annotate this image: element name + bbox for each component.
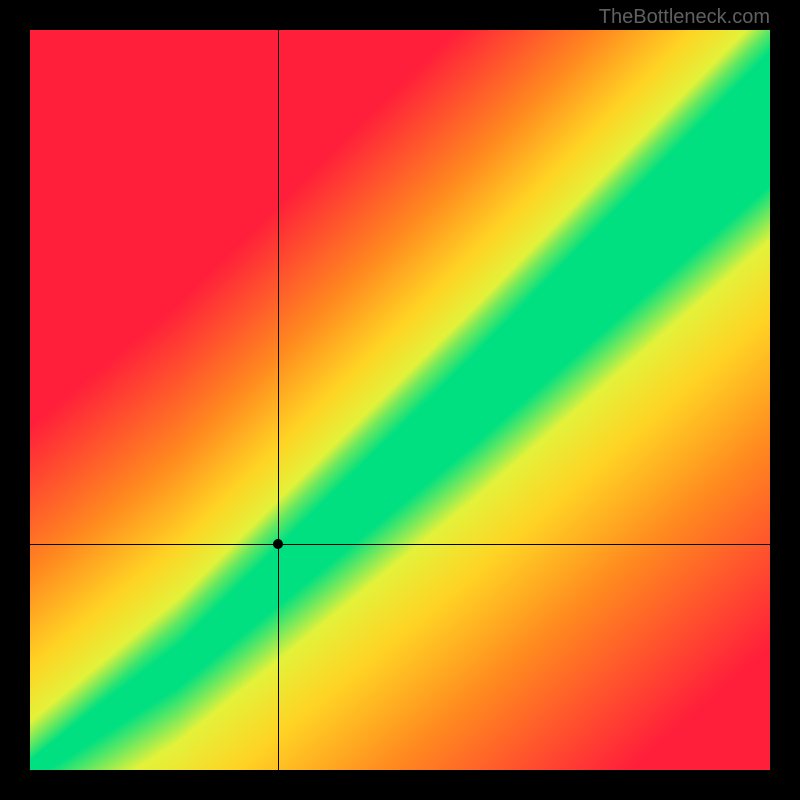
heatmap-plot-area bbox=[30, 30, 770, 770]
crosshair-vertical bbox=[278, 30, 279, 770]
watermark-text: TheBottleneck.com bbox=[599, 6, 770, 29]
heatmap-canvas bbox=[30, 30, 770, 770]
bottleneck-marker bbox=[273, 539, 283, 549]
crosshair-horizontal bbox=[30, 544, 770, 545]
